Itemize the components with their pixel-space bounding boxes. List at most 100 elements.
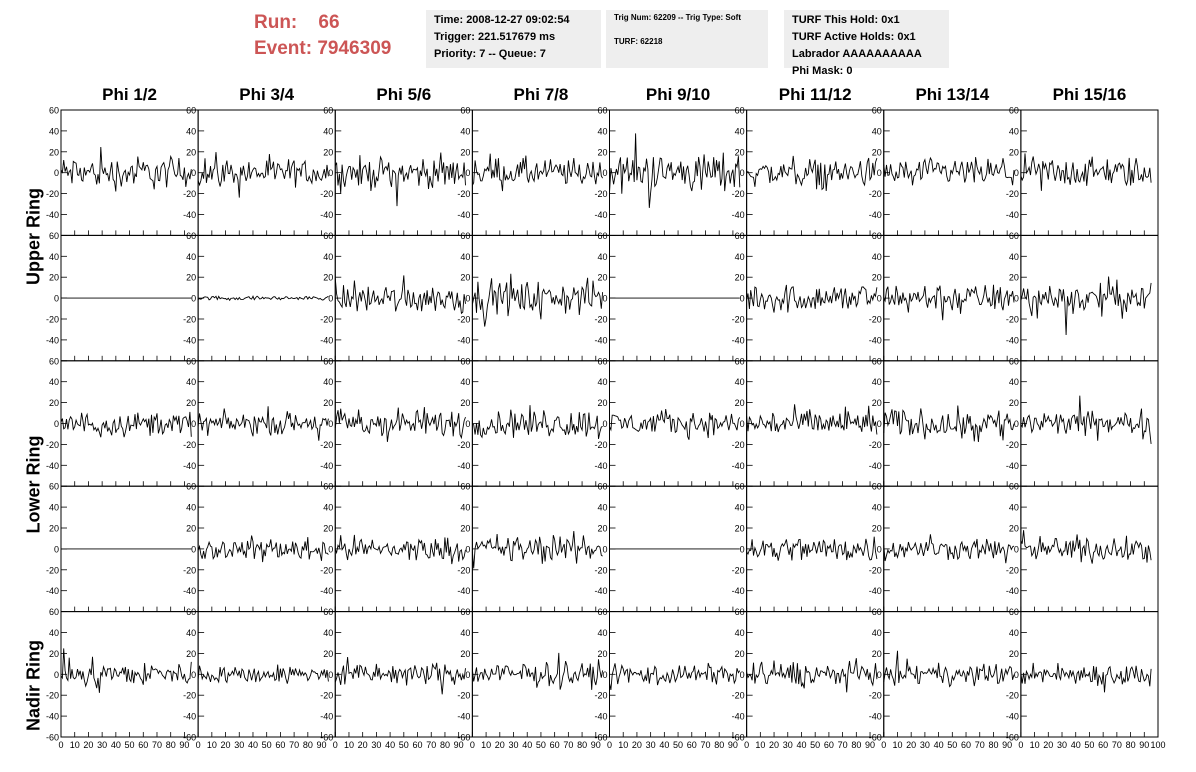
- x-tick-label: 90: [865, 740, 875, 750]
- x-tick-label: 40: [385, 740, 395, 750]
- y-tick-label: 20: [597, 147, 607, 157]
- y-tick-label: 40: [49, 377, 59, 387]
- y-tick-label: -20: [1006, 189, 1019, 199]
- y-tick-label: 60: [872, 607, 882, 617]
- y-tick-label: 40: [186, 503, 196, 513]
- x-tick-label: 30: [1057, 740, 1067, 750]
- plot-panel-frame: [883, 485, 1022, 613]
- y-tick-label: 0: [191, 168, 196, 178]
- y-tick-label: 20: [597, 398, 607, 408]
- y-tick-label: 20: [323, 524, 333, 534]
- y-tick-label: -20: [46, 440, 59, 450]
- x-tick-label: 60: [138, 740, 148, 750]
- y-tick-label: 20: [1009, 273, 1019, 283]
- y-tick-label: -20: [457, 189, 470, 199]
- y-tick-label: -20: [183, 315, 196, 325]
- waveform-trace: [60, 411, 192, 438]
- y-tick-label: 60: [186, 356, 196, 366]
- y-tick-label: 60: [735, 482, 745, 492]
- y-tick-label: 40: [323, 252, 333, 262]
- waveform-trace: [334, 407, 466, 442]
- y-tick-label: 0: [740, 294, 745, 304]
- y-tick-label: 60: [872, 356, 882, 366]
- y-tick-label: 20: [186, 147, 196, 157]
- x-tick-label: 50: [536, 740, 546, 750]
- trigger-line: Trigger: 221.517679 ms: [434, 31, 556, 43]
- x-tick-label: 0: [470, 740, 475, 750]
- y-tick-label: 20: [1009, 147, 1019, 157]
- y-tick-label: 0: [54, 168, 59, 178]
- y-tick-label: 60: [186, 106, 196, 116]
- plot-panel-frame: [334, 360, 473, 487]
- y-tick-label: 60: [49, 607, 59, 617]
- waveform-trace: [471, 273, 604, 327]
- plot-panel-frame: [60, 611, 199, 738]
- labrador-line: Labrador AAAAAAAAAA: [792, 48, 922, 60]
- y-tick-label: 0: [877, 670, 882, 680]
- y-tick-label: -60: [46, 733, 59, 743]
- y-tick-label: 40: [872, 503, 882, 513]
- phi-column-title: Phi 15/16: [1052, 85, 1127, 104]
- y-tick-label: 0: [465, 419, 470, 429]
- y-tick-label: 20: [735, 649, 745, 659]
- y-tick-label: 20: [323, 398, 333, 408]
- y-tick-label: 40: [1009, 252, 1019, 262]
- y-tick-label: 60: [186, 231, 196, 241]
- waveform-trace: [1020, 395, 1152, 444]
- y-tick-label: 60: [49, 482, 59, 492]
- x-tick-label: 0: [881, 740, 886, 750]
- y-tick-label: 40: [735, 126, 745, 136]
- y-tick-label: -20: [594, 691, 607, 701]
- y-tick-label: -20: [183, 440, 196, 450]
- waveform-trace: [471, 530, 603, 569]
- waveform-trace: [746, 404, 878, 435]
- y-tick-label: -20: [320, 691, 333, 701]
- y-tick-label: -20: [1006, 691, 1019, 701]
- y-tick-label: -20: [46, 189, 59, 199]
- y-tick-label: -40: [1006, 210, 1019, 220]
- y-tick-label: -40: [594, 461, 607, 471]
- y-tick-label: 20: [735, 147, 745, 157]
- x-tick-label: 0: [744, 740, 749, 750]
- y-tick-label: 60: [735, 607, 745, 617]
- time-line: Time: 2008-12-27 09:02:54: [434, 14, 570, 26]
- y-tick-label: -40: [1006, 335, 1019, 345]
- y-tick-label: 40: [597, 252, 607, 262]
- waveform-trace: [60, 648, 192, 693]
- y-tick-label: -20: [869, 440, 882, 450]
- y-tick-label: 60: [1009, 106, 1019, 116]
- x-tick-label: 70: [563, 740, 573, 750]
- y-tick-label: 0: [602, 419, 607, 429]
- trigger-info-box: Trig Num: 62209 -- Trig Type: Soft TURF:…: [606, 10, 768, 68]
- y-tick-label: 0: [328, 670, 333, 680]
- y-tick-label: 0: [740, 544, 745, 554]
- y-tick-label: -40: [457, 210, 470, 220]
- y-tick-label: 40: [872, 377, 882, 387]
- y-tick-label: -20: [594, 315, 607, 325]
- y-tick-label: 40: [186, 628, 196, 638]
- y-tick-label: 40: [460, 628, 470, 638]
- y-tick-label: 40: [1009, 126, 1019, 136]
- y-tick-label: 0: [740, 168, 745, 178]
- y-tick-label: 40: [186, 377, 196, 387]
- y-tick-label: -20: [594, 189, 607, 199]
- x-tick-label: 20: [769, 740, 779, 750]
- y-tick-label: -20: [869, 565, 882, 575]
- y-tick-label: 20: [323, 649, 333, 659]
- x-tick-label: 60: [1098, 740, 1108, 750]
- waveform-trace: [883, 405, 1015, 443]
- y-tick-label: 40: [1009, 377, 1019, 387]
- x-tick-label: 40: [934, 740, 944, 750]
- y-tick-label: 0: [877, 544, 882, 554]
- y-tick-label: 20: [49, 273, 59, 283]
- y-tick-label: 0: [465, 294, 470, 304]
- waveform-trace: [1020, 276, 1152, 336]
- time-info-box: Time: 2008-12-27 09:02:54 Trigger: 221.5…: [426, 10, 601, 68]
- x-tick-label: 40: [522, 740, 532, 750]
- x-tick-label: 40: [1071, 740, 1081, 750]
- y-tick-label: 40: [1009, 503, 1019, 513]
- y-tick-label: 20: [460, 147, 470, 157]
- event-value: 7946309: [317, 38, 392, 59]
- y-tick-label: 40: [49, 252, 59, 262]
- waveform-trace: [1020, 662, 1152, 693]
